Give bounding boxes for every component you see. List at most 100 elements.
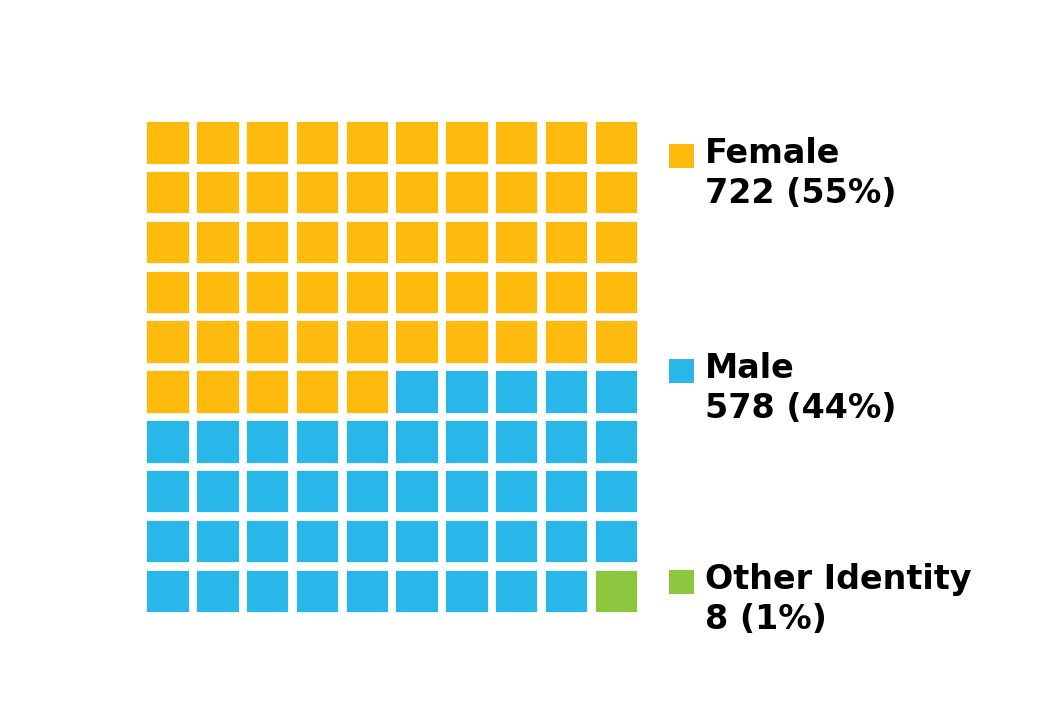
FancyBboxPatch shape xyxy=(444,419,488,464)
FancyBboxPatch shape xyxy=(294,269,339,314)
FancyBboxPatch shape xyxy=(395,419,439,464)
FancyBboxPatch shape xyxy=(494,121,538,165)
FancyBboxPatch shape xyxy=(294,419,339,464)
FancyBboxPatch shape xyxy=(345,568,389,613)
FancyBboxPatch shape xyxy=(345,469,389,513)
FancyBboxPatch shape xyxy=(146,370,190,414)
FancyBboxPatch shape xyxy=(494,269,538,314)
FancyBboxPatch shape xyxy=(494,170,538,214)
FancyBboxPatch shape xyxy=(146,568,190,613)
FancyBboxPatch shape xyxy=(294,170,339,214)
FancyBboxPatch shape xyxy=(395,220,439,264)
FancyBboxPatch shape xyxy=(195,220,239,264)
FancyBboxPatch shape xyxy=(669,144,694,168)
FancyBboxPatch shape xyxy=(594,319,638,364)
FancyBboxPatch shape xyxy=(146,269,190,314)
FancyBboxPatch shape xyxy=(395,269,439,314)
FancyBboxPatch shape xyxy=(395,170,439,214)
FancyBboxPatch shape xyxy=(594,419,638,464)
FancyBboxPatch shape xyxy=(345,121,389,165)
FancyBboxPatch shape xyxy=(146,121,190,165)
FancyBboxPatch shape xyxy=(594,519,638,563)
FancyBboxPatch shape xyxy=(444,121,488,165)
FancyBboxPatch shape xyxy=(195,519,239,563)
FancyBboxPatch shape xyxy=(494,419,538,464)
FancyBboxPatch shape xyxy=(294,370,339,414)
FancyBboxPatch shape xyxy=(669,570,694,594)
FancyBboxPatch shape xyxy=(444,469,488,513)
FancyBboxPatch shape xyxy=(594,568,638,613)
FancyBboxPatch shape xyxy=(245,370,289,414)
FancyBboxPatch shape xyxy=(543,319,589,364)
FancyBboxPatch shape xyxy=(395,469,439,513)
FancyBboxPatch shape xyxy=(245,121,289,165)
FancyBboxPatch shape xyxy=(146,419,190,464)
FancyBboxPatch shape xyxy=(444,519,488,563)
FancyBboxPatch shape xyxy=(146,469,190,513)
FancyBboxPatch shape xyxy=(444,319,488,364)
FancyBboxPatch shape xyxy=(146,319,190,364)
FancyBboxPatch shape xyxy=(294,319,339,364)
FancyBboxPatch shape xyxy=(245,519,289,563)
FancyBboxPatch shape xyxy=(345,419,389,464)
FancyBboxPatch shape xyxy=(294,519,339,563)
FancyBboxPatch shape xyxy=(245,469,289,513)
FancyBboxPatch shape xyxy=(395,121,439,165)
Text: Female: Female xyxy=(705,137,840,170)
FancyBboxPatch shape xyxy=(245,269,289,314)
FancyBboxPatch shape xyxy=(543,220,589,264)
FancyBboxPatch shape xyxy=(245,220,289,264)
FancyBboxPatch shape xyxy=(543,121,589,165)
FancyBboxPatch shape xyxy=(195,170,239,214)
FancyBboxPatch shape xyxy=(345,319,389,364)
FancyBboxPatch shape xyxy=(444,568,488,613)
Text: 8 (1%): 8 (1%) xyxy=(705,603,827,636)
FancyBboxPatch shape xyxy=(245,568,289,613)
FancyBboxPatch shape xyxy=(395,568,439,613)
Text: 722 (55%): 722 (55%) xyxy=(705,177,897,210)
FancyBboxPatch shape xyxy=(494,469,538,513)
FancyBboxPatch shape xyxy=(543,519,589,563)
FancyBboxPatch shape xyxy=(594,121,638,165)
FancyBboxPatch shape xyxy=(195,121,239,165)
Text: Male: Male xyxy=(705,352,794,386)
FancyBboxPatch shape xyxy=(195,370,239,414)
FancyBboxPatch shape xyxy=(245,319,289,364)
FancyBboxPatch shape xyxy=(444,370,488,414)
FancyBboxPatch shape xyxy=(594,220,638,264)
FancyBboxPatch shape xyxy=(345,170,389,214)
Text: Other Identity: Other Identity xyxy=(705,563,972,596)
FancyBboxPatch shape xyxy=(345,370,389,414)
FancyBboxPatch shape xyxy=(195,419,239,464)
FancyBboxPatch shape xyxy=(594,370,638,414)
FancyBboxPatch shape xyxy=(395,519,439,563)
FancyBboxPatch shape xyxy=(146,519,190,563)
FancyBboxPatch shape xyxy=(345,269,389,314)
FancyBboxPatch shape xyxy=(594,170,638,214)
FancyBboxPatch shape xyxy=(294,121,339,165)
FancyBboxPatch shape xyxy=(594,469,638,513)
FancyBboxPatch shape xyxy=(543,469,589,513)
FancyBboxPatch shape xyxy=(345,220,389,264)
FancyBboxPatch shape xyxy=(146,220,190,264)
FancyBboxPatch shape xyxy=(294,568,339,613)
FancyBboxPatch shape xyxy=(669,359,694,383)
FancyBboxPatch shape xyxy=(594,269,638,314)
FancyBboxPatch shape xyxy=(195,568,239,613)
FancyBboxPatch shape xyxy=(195,269,239,314)
FancyBboxPatch shape xyxy=(444,220,488,264)
FancyBboxPatch shape xyxy=(494,519,538,563)
FancyBboxPatch shape xyxy=(195,469,239,513)
FancyBboxPatch shape xyxy=(146,170,190,214)
FancyBboxPatch shape xyxy=(294,220,339,264)
FancyBboxPatch shape xyxy=(494,370,538,414)
FancyBboxPatch shape xyxy=(543,269,589,314)
FancyBboxPatch shape xyxy=(345,519,389,563)
FancyBboxPatch shape xyxy=(543,568,589,613)
FancyBboxPatch shape xyxy=(245,170,289,214)
FancyBboxPatch shape xyxy=(294,469,339,513)
FancyBboxPatch shape xyxy=(543,170,589,214)
FancyBboxPatch shape xyxy=(494,220,538,264)
FancyBboxPatch shape xyxy=(444,170,488,214)
FancyBboxPatch shape xyxy=(395,319,439,364)
